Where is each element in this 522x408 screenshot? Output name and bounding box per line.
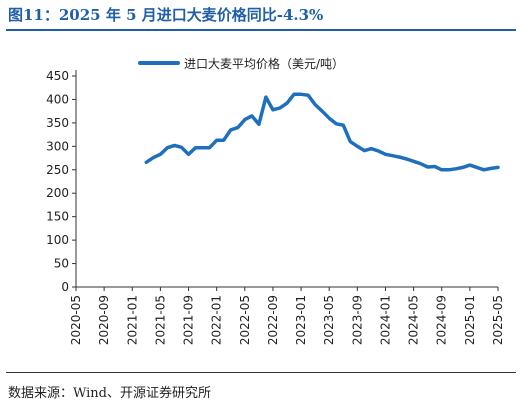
- data-source-note: 数据来源：Wind、开源证券研究所: [8, 386, 211, 401]
- x-tick-label: 2023-01: [294, 295, 308, 345]
- y-tick-label: 150: [46, 210, 69, 224]
- y-tick-label: 200: [46, 186, 69, 200]
- x-tick-label: 2023-09: [350, 295, 364, 345]
- y-axis-ticks: 0 50 100 150 200 250 300 350 400 450: [46, 69, 76, 294]
- x-tick-label: 2022-09: [266, 295, 280, 345]
- x-axis-ticks: 2020-05 2020-09 2021-01 2021-05 2021-09 2022-…: [69, 287, 505, 345]
- x-tick-label: 2022-05: [238, 295, 252, 345]
- y-tick-label: 450: [46, 69, 69, 83]
- y-tick-label: 50: [54, 257, 69, 271]
- x-tick-label: 2024-01: [378, 295, 392, 345]
- x-tick-label: 2023-05: [322, 295, 336, 345]
- footer-divider: [6, 372, 516, 373]
- y-tick-label: 100: [46, 233, 69, 247]
- x-tick-label: 2022-01: [210, 295, 224, 345]
- y-tick-label: 350: [46, 116, 69, 130]
- chart-legend: 进口大麦平均价格（美元/吨）: [138, 56, 344, 71]
- y-tick-label: 0: [61, 280, 69, 294]
- x-tick-label: 2025-01: [463, 295, 477, 345]
- x-tick-label: 2021-01: [125, 295, 139, 345]
- legend-label: 进口大麦平均价格（美元/吨）: [184, 56, 344, 71]
- series-layer: [144, 92, 500, 172]
- chart-axes: [75, 70, 498, 288]
- x-tick-label: 2024-09: [435, 295, 449, 345]
- x-tick-label: 2021-05: [153, 295, 167, 345]
- x-tick-label: 2025-05: [491, 295, 505, 345]
- x-tick-label: 2020-09: [97, 295, 111, 345]
- y-tick-label: 250: [46, 163, 69, 177]
- series-line: [144, 92, 500, 172]
- x-tick-label: 2020-05: [69, 295, 83, 345]
- figure-title: 图11：2025 年 5 月进口大麦价格同比-4.3%: [8, 6, 324, 24]
- y-tick-label: 400: [46, 92, 69, 106]
- x-tick-label: 2024-05: [407, 295, 421, 345]
- x-tick-label: 2021-09: [182, 295, 196, 345]
- y-tick-label: 300: [46, 139, 69, 153]
- title-divider: [6, 29, 516, 31]
